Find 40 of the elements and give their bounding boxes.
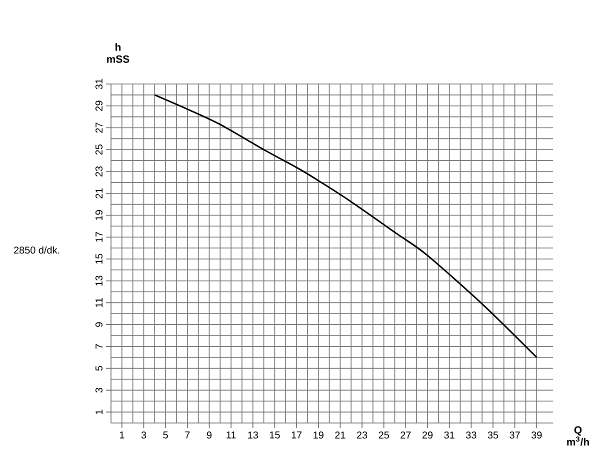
- x-tick-label: 21: [335, 432, 346, 438]
- x-tick-label: 31: [444, 432, 454, 439]
- y-tick-label: 3: [95, 388, 102, 393]
- y-tick-label: 21: [96, 188, 102, 198]
- x-tick-label: 19: [314, 432, 324, 439]
- y-tick-label: 29: [95, 100, 102, 111]
- y-tick-label: 13: [95, 276, 102, 286]
- y-tick-label: 31: [95, 78, 102, 90]
- x-tick-label: 3: [141, 432, 146, 439]
- y-tick-label: 1: [96, 410, 102, 414]
- y-tick-label: 5: [96, 366, 102, 371]
- x-tick-label: 1: [120, 431, 124, 438]
- x-tick-label: 33: [466, 432, 476, 439]
- x-tick-label: 39: [531, 432, 542, 439]
- y-tick-label: 15: [96, 254, 102, 264]
- line-series: [154, 94, 538, 358]
- x-tick-label: 13: [248, 432, 258, 439]
- y-tick-label: 11: [96, 298, 102, 308]
- x-tick-label: 11: [226, 431, 236, 438]
- y-tick-label: 27: [96, 122, 102, 133]
- x-tick-label: 37: [510, 432, 520, 439]
- x-tick-label: 25: [378, 432, 389, 439]
- y-axis-title: h mSS: [107, 43, 130, 63]
- x-tick-label: 27: [400, 432, 411, 438]
- y-tick-label: 23: [95, 166, 102, 177]
- x-tick-label: 29: [422, 432, 433, 439]
- y-tick-label: 19: [95, 210, 102, 220]
- x-tick-label: 5: [163, 431, 168, 438]
- x-tick-label: 15: [270, 431, 280, 438]
- y-tick-label: 25: [95, 144, 102, 155]
- y-tick-label: 9: [95, 322, 102, 327]
- text: 2850 d/dk.: [14, 246, 60, 254]
- x-tick-label: 17: [292, 431, 302, 438]
- y-tick-label: 17: [96, 232, 102, 242]
- x-axis-title: Q m$^{3}$/h: [567, 426, 589, 446]
- x-tick-label: 23: [356, 432, 368, 439]
- y-tick-label: 7: [96, 344, 102, 349]
- x-tick-label: 35: [488, 432, 498, 439]
- x-tick-label: 7: [185, 431, 190, 438]
- x-tick-label: 9: [206, 432, 212, 439]
